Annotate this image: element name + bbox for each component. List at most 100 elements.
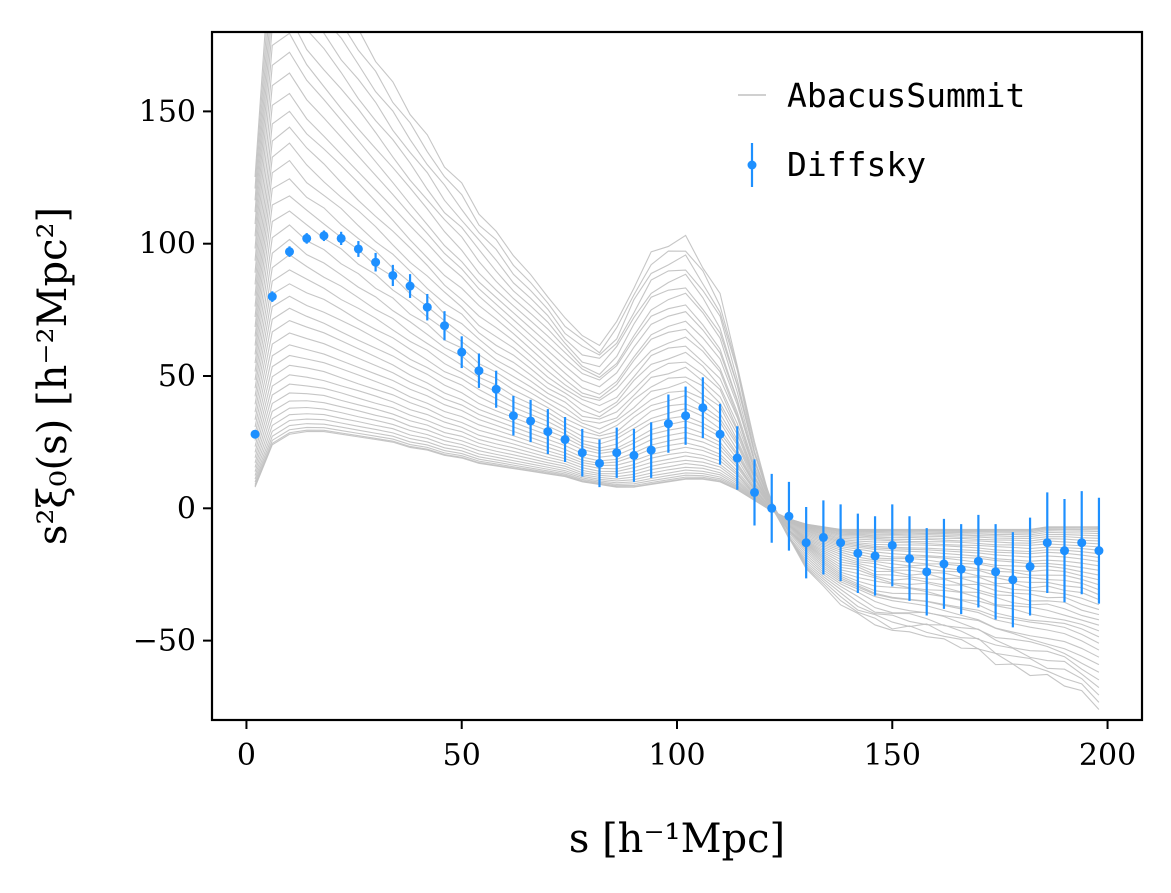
diffsky-point (285, 247, 294, 257)
diffsky-point (612, 448, 622, 458)
diffsky-point (1060, 546, 1069, 556)
diffsky-point (353, 244, 363, 254)
diffsky-point (663, 419, 673, 429)
abacussummit-line-19 (254, 283, 1100, 581)
diffsky-point (422, 302, 432, 312)
diffsky-point (1094, 546, 1104, 556)
diffsky-point (939, 559, 949, 569)
abacussummit-line-3 (254, 426, 1099, 532)
abacussummit-line-34 (254, 32, 1100, 666)
diffsky-point (319, 231, 329, 241)
abacussummit-line-26 (254, 178, 1100, 616)
abacussummit-line-29 (254, 126, 1100, 632)
abacussummit-line-4 (254, 423, 1099, 533)
diffsky-point (715, 429, 725, 439)
abacussummit-line-8 (254, 400, 1099, 540)
legend-diffsky-label: Diffsky (787, 145, 926, 184)
x-tick-label: 50 (443, 738, 481, 773)
abacussummit-line-38 (254, 32, 1100, 696)
x-axis-label: s [h⁻¹Mpc] (569, 816, 785, 862)
diffsky-point (629, 450, 639, 460)
abacussummit-line-12 (254, 364, 1099, 551)
diffsky-point (732, 453, 742, 463)
x-tick-label: 100 (648, 738, 705, 773)
abacussummit-line-1 (254, 431, 1099, 531)
diffsky-point (836, 538, 846, 548)
abacussummit-line-25 (254, 195, 1100, 611)
legend: AbacusSummit Diffsky (738, 76, 1025, 187)
diffsky-point (440, 321, 449, 331)
diffsky-point (491, 384, 501, 394)
diffsky-point (905, 554, 914, 564)
diffsky-point (784, 511, 794, 521)
x-tick-label: 150 (864, 738, 921, 773)
abacussummit-line-24 (254, 210, 1100, 606)
diffsky-point (302, 233, 312, 243)
abacussummit-line-11 (254, 374, 1099, 548)
abacussummit-line-39 (254, 32, 1100, 703)
diffsky-point (870, 551, 880, 561)
abacussummit-line-9 (254, 392, 1099, 542)
abacussummit-line-2 (254, 429, 1099, 531)
abacussummit-line-13 (254, 354, 1100, 555)
diffsky-point (1077, 538, 1087, 548)
abacussummit-line-6 (254, 413, 1099, 536)
x-tick-label: 200 (1079, 738, 1136, 773)
diffsky-point (457, 347, 467, 357)
diffsky-point (973, 556, 983, 566)
abacussummit-line-5 (254, 418, 1099, 534)
x-tick-label: 0 (237, 738, 256, 773)
y-tick-label: −50 (133, 624, 196, 659)
legend-diffsky-marker (747, 160, 757, 170)
y-tick-label: 0 (177, 491, 196, 526)
diffsky-point (336, 233, 346, 243)
y-axis-label: s²ξ₀(s) [h⁻²Mpc²] (30, 207, 76, 545)
y-tick-label: 50 (158, 359, 196, 394)
diffsky-point (646, 445, 656, 455)
abacussummit-line-32 (254, 72, 1100, 651)
diffsky-point (853, 548, 863, 558)
diffsky-errorbars (250, 230, 1104, 628)
abacussummit-line-33 (254, 51, 1100, 658)
diffsky-point (1025, 562, 1035, 572)
abacussummit-line-16 (254, 319, 1100, 567)
diffsky-point (250, 429, 260, 439)
abacussummit-line-27 (254, 159, 1100, 621)
diffsky-point (698, 403, 708, 413)
diffsky-point (1008, 575, 1018, 585)
abacussummit-line-37 (254, 32, 1100, 689)
diffsky-point (526, 416, 536, 426)
diffsky-point (767, 503, 777, 513)
diffsky-point (1042, 538, 1052, 548)
abacussummit-line-20 (254, 269, 1100, 586)
abacussummit-line-31 (254, 92, 1100, 644)
diffsky-point (474, 366, 484, 376)
abacussummit-line-40 (254, 32, 1100, 710)
abacussummit-ensemble (254, 32, 1100, 710)
y-axis-ticks: −50 0 50 100 150 (133, 94, 212, 659)
diffsky-point (887, 540, 897, 550)
abacussummit-line-35 (254, 32, 1100, 673)
diffsky-point (801, 538, 811, 548)
abacussummit-line-28 (254, 142, 1100, 626)
diffsky-point (577, 448, 587, 458)
diffsky-point (991, 567, 1001, 577)
diffsky-point (543, 427, 553, 437)
abacussummit-line-15 (254, 332, 1100, 563)
abacussummit-line-30 (254, 110, 1100, 638)
abacussummit-line-18 (254, 295, 1100, 576)
x-axis-ticks: 0 50 100 150 200 (237, 720, 1136, 773)
abacussummit-line-23 (254, 224, 1100, 601)
legend-abacussummit-label: AbacusSummit (787, 76, 1025, 115)
plot-frame (210, 30, 1144, 722)
abacussummit-line-14 (254, 344, 1100, 559)
diffsky-point (956, 564, 966, 574)
diffsky-point (818, 532, 828, 542)
y-tick-label: 100 (139, 227, 196, 262)
diffsky-point (681, 411, 691, 421)
diffsky-point (560, 435, 570, 445)
diffsky-point (922, 567, 932, 577)
y-tick-label: 150 (139, 94, 196, 129)
